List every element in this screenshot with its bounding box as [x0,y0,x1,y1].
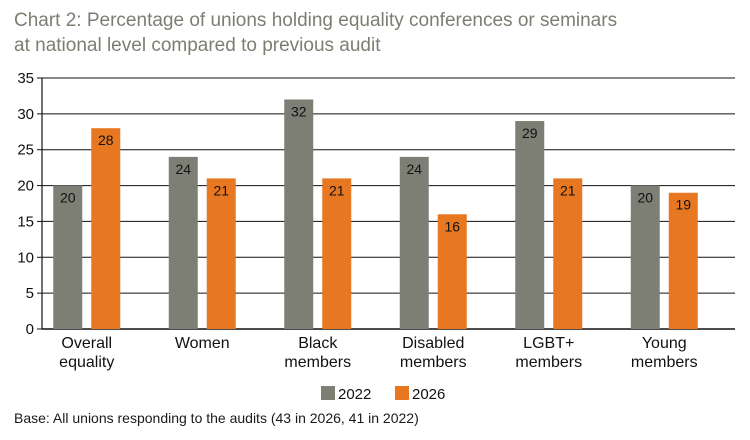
bar-2026-0 [91,128,121,329]
data-label-2022-4: 29 [522,125,538,141]
chart-title-line-1: Chart 2: Percentage of unions holding eq… [14,10,618,31]
y-tick-label-25: 25 [17,142,34,159]
x-tick-label-4-0: LGBT+ [523,335,574,352]
legend-swatch-2022 [321,386,335,400]
data-label-2022-5: 20 [637,190,653,206]
x-tick-label-5-1: members [631,354,698,371]
data-label-2026-3: 16 [444,218,460,234]
bar-2022-1 [168,156,198,329]
bar-2022-0 [53,185,83,329]
x-tick-label-2-1: members [284,354,351,371]
x-tick-label-2-0: Black [298,335,338,352]
y-tick-label-10: 10 [17,249,34,266]
data-label-2026-2: 21 [329,182,345,198]
bar-chart: 0 5 10 15 20 25 30 35 20 28 Overall equality 24 21 Wom… [17,70,735,403]
x-tick-label-3-0: Disabled [402,335,464,352]
data-label-2022-1: 24 [175,161,191,177]
bar-2026-3 [437,214,467,329]
y-tick-label-20: 20 [17,178,34,195]
data-label-2022-3: 24 [406,161,422,177]
bar-2026-5 [668,192,698,329]
chart-title: Chart 2: Percentage of unions holding eq… [14,8,734,58]
base-note: Base: All unions responding to the audit… [14,410,419,426]
y-tick-label-30: 30 [17,106,34,123]
x-tick-label-0-1: equality [59,354,114,371]
y-tick-label-0: 0 [26,321,34,338]
x-tick-label-1-0: Women [175,335,230,352]
bar-2022-5 [630,185,660,329]
legend-label-2026: 2026 [412,386,445,403]
chart-title-line-2: at national level compared to previous a… [14,35,381,56]
data-label-2022-2: 32 [291,104,307,120]
bar-2026-4 [553,178,583,329]
bar-2022-4 [515,121,545,330]
x-tick-label-0-0: Overall [61,335,112,352]
x-tick-label-3-1: members [400,354,467,371]
data-label-2026-5: 19 [675,197,691,213]
x-tick-label-4-1: members [515,354,582,371]
data-label-2026-1: 21 [213,182,229,198]
data-label-2022-0: 20 [60,190,76,206]
bar-2022-3 [399,156,429,329]
legend-swatch-2026 [395,386,409,400]
bar-2022-2 [284,99,314,329]
y-tick-label-35: 35 [17,70,34,87]
y-tick-label-15: 15 [17,213,34,230]
y-tick-label-5: 5 [26,285,34,302]
x-tick-label-5-0: Young [642,335,687,352]
bar-2026-2 [322,178,352,329]
data-label-2026-4: 21 [560,182,576,198]
legend-label-2022: 2022 [338,386,371,403]
bar-2026-1 [206,178,236,329]
data-label-2026-0: 28 [98,132,114,148]
